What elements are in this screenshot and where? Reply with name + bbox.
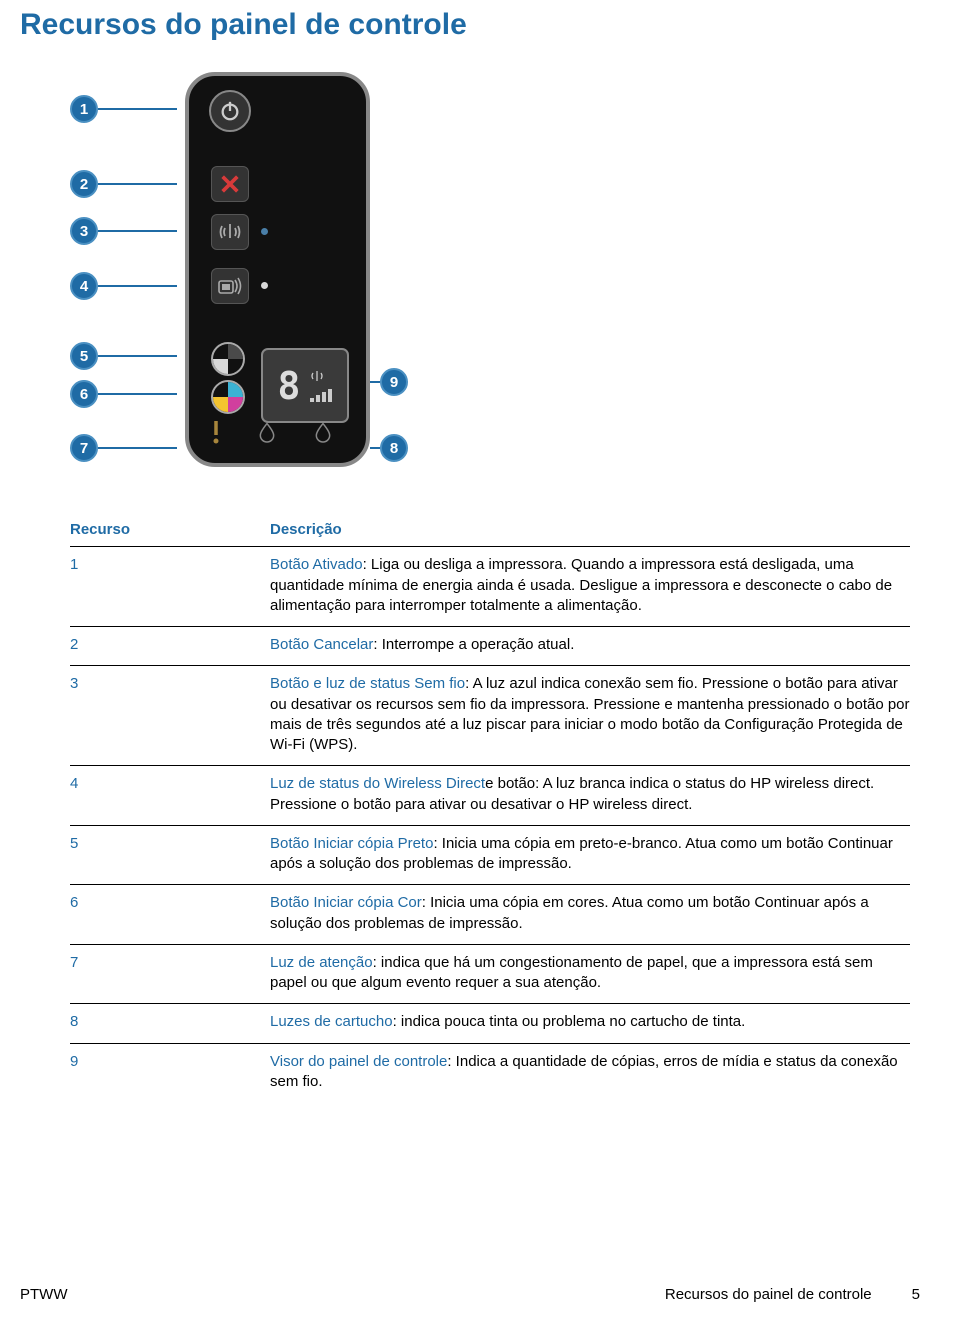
callout-line — [98, 285, 177, 288]
callout-3: 3 — [70, 217, 177, 245]
table-row: 7Luz de atenção: indica que há um conges… — [70, 945, 910, 1005]
callout-number: 5 — [70, 342, 98, 370]
wireless-direct-button-icon — [211, 268, 249, 304]
attention-icon — [211, 419, 221, 445]
cancel-button-icon — [211, 166, 249, 202]
row-term: Botão Iniciar cópia Cor — [270, 894, 422, 911]
row-description: Botão Iniciar cópia Cor: Inicia uma cópi… — [270, 893, 910, 934]
callout-8: 8 — [370, 434, 408, 462]
row-number: 9 — [70, 1052, 270, 1093]
wireless-direct-led-icon — [261, 282, 268, 289]
table-header: Recurso Descrição — [70, 520, 910, 547]
callout-2: 2 — [70, 170, 177, 198]
callout-number: 7 — [70, 434, 98, 462]
row-description: Luz de status do Wireless Directe botão:… — [270, 774, 910, 815]
page-title: Recursos do painel de controle — [20, 0, 920, 42]
display-screen-icon: 8 — [261, 348, 349, 423]
row-number: 5 — [70, 834, 270, 875]
callout-4: 4 — [70, 272, 177, 300]
page-footer: PTWW Recursos do painel de controle 5 — [20, 1286, 920, 1303]
table-row: 3Botão e luz de status Sem fio: A luz az… — [70, 666, 910, 766]
copy-color-button-icon — [211, 380, 245, 414]
feature-table: Recurso Descrição 1Botão Ativado: Liga o… — [70, 520, 910, 1102]
row-term: Botão Iniciar cópia Preto — [270, 835, 433, 852]
table-row: 1Botão Ativado: Liga ou desliga a impres… — [70, 547, 910, 627]
bottom-status-row — [211, 419, 333, 445]
callout-number: 2 — [70, 170, 98, 198]
callout-6: 6 — [70, 380, 177, 408]
power-button-icon — [209, 90, 251, 132]
row-description: Botão Cancelar: Interrompe a operação at… — [270, 635, 910, 655]
callout-7: 7 — [70, 434, 177, 462]
row-term: Botão Ativado — [270, 556, 363, 573]
cartridge-icon — [313, 420, 333, 444]
table-row: 2Botão Cancelar: Interrompe a operação a… — [70, 627, 910, 666]
control-panel-diagram: 8 1 2 3 4 5 6 7 8 9 — [70, 72, 470, 492]
callout-number: 9 — [380, 368, 408, 396]
callout-number: 3 — [70, 217, 98, 245]
row-description: Botão Ativado: Liga ou desliga a impress… — [270, 555, 910, 616]
callout-line — [370, 447, 380, 450]
row-description: Botão e luz de status Sem fio: A luz azu… — [270, 674, 910, 755]
callout-line — [370, 381, 380, 384]
row-term: Luzes de cartucho — [270, 1013, 393, 1030]
printer-panel: 8 — [185, 72, 370, 467]
header-feature: Recurso — [70, 520, 270, 540]
row-term: Luz de atenção — [270, 954, 373, 971]
callout-line — [98, 355, 177, 358]
callout-line — [98, 183, 177, 186]
row-description: Luz de atenção: indica que há um congest… — [270, 953, 910, 994]
table-row: 9Visor do painel de controle: Indica a q… — [70, 1044, 910, 1103]
row-text: : Liga ou desliga a impressora. Quando a… — [270, 556, 892, 614]
row-term: Luz de status do Wireless Direct — [270, 775, 485, 792]
footer-section: Recursos do painel de controle — [665, 1286, 872, 1303]
footer-page-number: 5 — [912, 1286, 920, 1303]
row-description: Botão Iniciar cópia Preto: Inicia uma có… — [270, 834, 910, 875]
callout-number: 1 — [70, 95, 98, 123]
row-text: : Interrompe a operação atual. — [373, 636, 574, 653]
table-row: 6Botão Iniciar cópia Cor: Inicia uma cóp… — [70, 885, 910, 945]
header-description: Descrição — [270, 520, 910, 540]
row-number: 3 — [70, 674, 270, 755]
wireless-button-icon — [211, 214, 249, 250]
copy-black-button-icon — [211, 342, 245, 376]
callout-9: 9 — [370, 368, 408, 396]
callout-number: 4 — [70, 272, 98, 300]
callout-line — [98, 108, 177, 111]
wireless-led-icon — [261, 228, 268, 235]
cartridge-icon — [257, 420, 277, 444]
row-number: 8 — [70, 1012, 270, 1032]
callout-line — [98, 447, 177, 450]
callout-number: 8 — [380, 434, 408, 462]
table-row: 5Botão Iniciar cópia Preto: Inicia uma c… — [70, 826, 910, 886]
footer-left: PTWW — [20, 1286, 67, 1303]
callout-line — [98, 393, 177, 396]
callout-number: 6 — [70, 380, 98, 408]
callout-5: 5 — [70, 342, 177, 370]
row-number: 6 — [70, 893, 270, 934]
callout-1: 1 — [70, 95, 177, 123]
table-row: 8Luzes de cartucho: indica pouca tinta o… — [70, 1004, 910, 1043]
row-number: 1 — [70, 555, 270, 616]
row-number: 4 — [70, 774, 270, 815]
row-description: Visor do painel de controle: Indica a qu… — [270, 1052, 910, 1093]
row-term: Visor do painel de controle — [270, 1053, 447, 1070]
row-text: : indica pouca tinta ou problema no cart… — [393, 1013, 746, 1030]
table-row: 4Luz de status do Wireless Directe botão… — [70, 766, 910, 826]
row-term: Botão e luz de status Sem fio — [270, 675, 465, 692]
row-number: 2 — [70, 635, 270, 655]
callout-line — [98, 230, 177, 233]
row-number: 7 — [70, 953, 270, 994]
row-term: Botão Cancelar — [270, 636, 373, 653]
row-description: Luzes de cartucho: indica pouca tinta ou… — [270, 1012, 910, 1032]
